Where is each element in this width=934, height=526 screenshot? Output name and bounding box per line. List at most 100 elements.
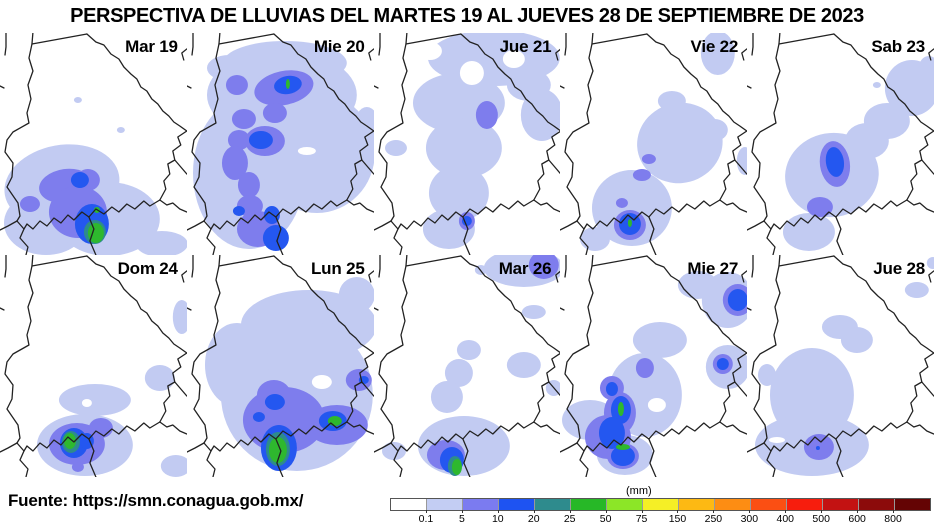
precip-blob xyxy=(204,323,269,407)
precip-blob xyxy=(783,213,836,251)
day-label: Mar 26 xyxy=(498,259,552,278)
figure-title: PERSPECTIVA DE LLUVIAS DEL MARTES 19 AL … xyxy=(70,5,864,27)
state-border-path xyxy=(373,220,392,231)
day-label: Vie 22 xyxy=(690,37,739,56)
state-border-path xyxy=(210,421,348,452)
legend-tick-label: 600 xyxy=(848,513,866,525)
state-border-path xyxy=(218,255,275,267)
state-border-path xyxy=(564,43,595,222)
state-border-path xyxy=(203,442,216,477)
precip-blob xyxy=(637,102,724,184)
precip-blob xyxy=(461,216,472,226)
state-border-path xyxy=(648,438,657,477)
legend-tick-label: 300 xyxy=(740,513,759,525)
state-border-path xyxy=(4,43,34,222)
legend-tick-label: 250 xyxy=(704,513,723,525)
legend-cell xyxy=(679,499,715,510)
precip-blob xyxy=(248,131,273,149)
state-border-path xyxy=(186,442,205,453)
forecast-panels-grid: Mar 19 Mie 20 Jue 21 Vie 22 Sab 23 Dom 2… xyxy=(0,33,934,477)
state-border-path xyxy=(186,307,192,311)
precip-blob xyxy=(758,364,777,386)
precip-blob xyxy=(353,107,374,149)
state-border-path xyxy=(751,265,781,444)
legend-cell xyxy=(895,499,930,510)
state-border-path xyxy=(648,216,657,255)
state-border-path xyxy=(373,307,379,311)
state-border-path xyxy=(191,33,194,56)
day-label: Mar 19 xyxy=(125,37,178,56)
state-border-path xyxy=(835,216,844,255)
state-border-path xyxy=(906,421,934,435)
dry-gap xyxy=(459,61,484,85)
state-border-path xyxy=(159,421,187,435)
precip-blob xyxy=(264,394,285,410)
dry-gap xyxy=(311,375,332,389)
precip-blob xyxy=(475,101,498,129)
forecast-panel-dom24: Dom 24 xyxy=(0,255,187,477)
state-border-path xyxy=(181,270,187,283)
state-border-path xyxy=(576,442,590,477)
precip-blob xyxy=(678,271,719,299)
precip-blob xyxy=(225,75,248,95)
precip-blob xyxy=(521,305,546,319)
state-border-path xyxy=(377,33,381,56)
precip-blob xyxy=(599,417,626,449)
forecast-panel-vie22: Vie 22 xyxy=(560,33,748,255)
state-border-path xyxy=(778,255,835,267)
legend-tick-mark xyxy=(425,510,427,513)
legend-tick-mark xyxy=(857,510,859,513)
state-border-path xyxy=(186,220,205,231)
state-border-path xyxy=(461,216,471,255)
state-border-path xyxy=(159,199,187,213)
precip-blob xyxy=(528,255,559,279)
state-border-path xyxy=(4,265,34,444)
precip-blob xyxy=(381,442,406,460)
state-border-path xyxy=(88,438,97,477)
state-border-path xyxy=(404,255,462,267)
state-border-path xyxy=(191,43,221,222)
rain-map xyxy=(747,33,934,255)
state-border-path xyxy=(560,307,566,311)
state-border-path xyxy=(770,421,908,452)
legend-tick-label: 10 xyxy=(491,513,504,525)
precip-blob xyxy=(58,384,131,416)
state-border-path xyxy=(770,199,908,230)
precip-blob xyxy=(702,119,729,141)
legend-tick-mark xyxy=(569,510,571,513)
state-border-path xyxy=(833,255,934,354)
legend-tick-mark xyxy=(713,510,715,513)
state-border-path xyxy=(646,33,748,132)
precip-blob xyxy=(919,56,934,80)
state-border-path xyxy=(86,33,187,132)
precip-blob xyxy=(430,381,463,413)
rain-map xyxy=(0,255,187,477)
state-border-path xyxy=(747,220,765,231)
state-border-path xyxy=(373,442,392,453)
precip-blob xyxy=(807,197,834,217)
state-border-path xyxy=(646,255,748,354)
legend-cell xyxy=(463,499,499,510)
state-border-path xyxy=(751,255,754,278)
state-border-path xyxy=(345,421,374,435)
day-label: Mie 27 xyxy=(687,259,739,278)
state-border-path xyxy=(345,352,374,423)
state-border-path xyxy=(554,48,561,61)
state-border-path xyxy=(719,352,748,423)
forecast-panel-sab23: Sab 23 xyxy=(747,33,934,255)
state-border-path xyxy=(459,33,561,132)
state-border-path xyxy=(547,159,561,175)
precip-blob xyxy=(611,446,636,466)
legend-tick-label: 400 xyxy=(776,513,795,525)
legend-unit-label: (mm) xyxy=(626,485,652,497)
state-border-path xyxy=(751,43,781,222)
state-border-path xyxy=(532,199,561,213)
state-border-path xyxy=(591,255,648,267)
state-border-path xyxy=(921,159,934,175)
state-border-path xyxy=(719,421,748,435)
legend-tick-mark xyxy=(605,510,607,513)
precip-blob xyxy=(263,206,280,224)
precip-blob xyxy=(227,130,250,150)
legend-cell xyxy=(499,499,535,510)
precip-blob xyxy=(87,223,104,243)
